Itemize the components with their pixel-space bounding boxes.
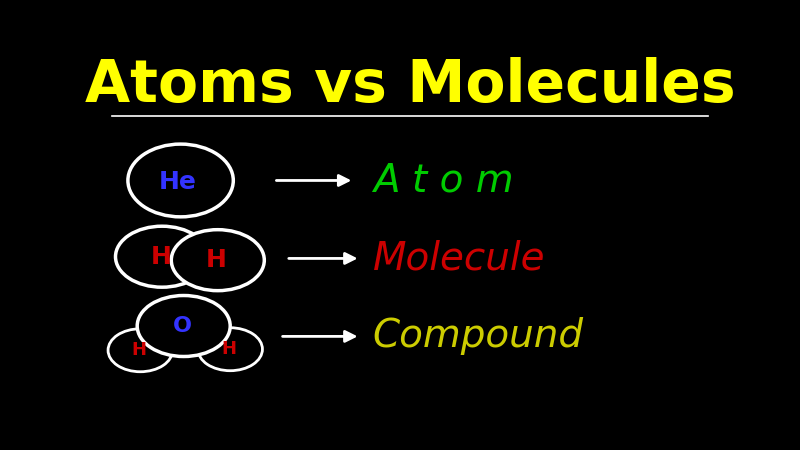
Ellipse shape bbox=[171, 230, 264, 291]
Text: He: He bbox=[158, 170, 197, 194]
Text: H: H bbox=[131, 341, 146, 359]
Text: Molecule: Molecule bbox=[373, 239, 546, 278]
Text: Atoms vs Molecules: Atoms vs Molecules bbox=[85, 57, 735, 114]
Text: A t o m: A t o m bbox=[373, 162, 514, 199]
Text: Compound: Compound bbox=[373, 317, 584, 356]
Text: H: H bbox=[222, 340, 237, 358]
Ellipse shape bbox=[198, 328, 262, 371]
Ellipse shape bbox=[138, 296, 230, 356]
Ellipse shape bbox=[108, 329, 173, 372]
Ellipse shape bbox=[115, 226, 209, 287]
Text: O: O bbox=[173, 316, 192, 336]
Text: H: H bbox=[150, 245, 171, 269]
Text: H: H bbox=[206, 248, 227, 272]
Ellipse shape bbox=[128, 144, 234, 217]
